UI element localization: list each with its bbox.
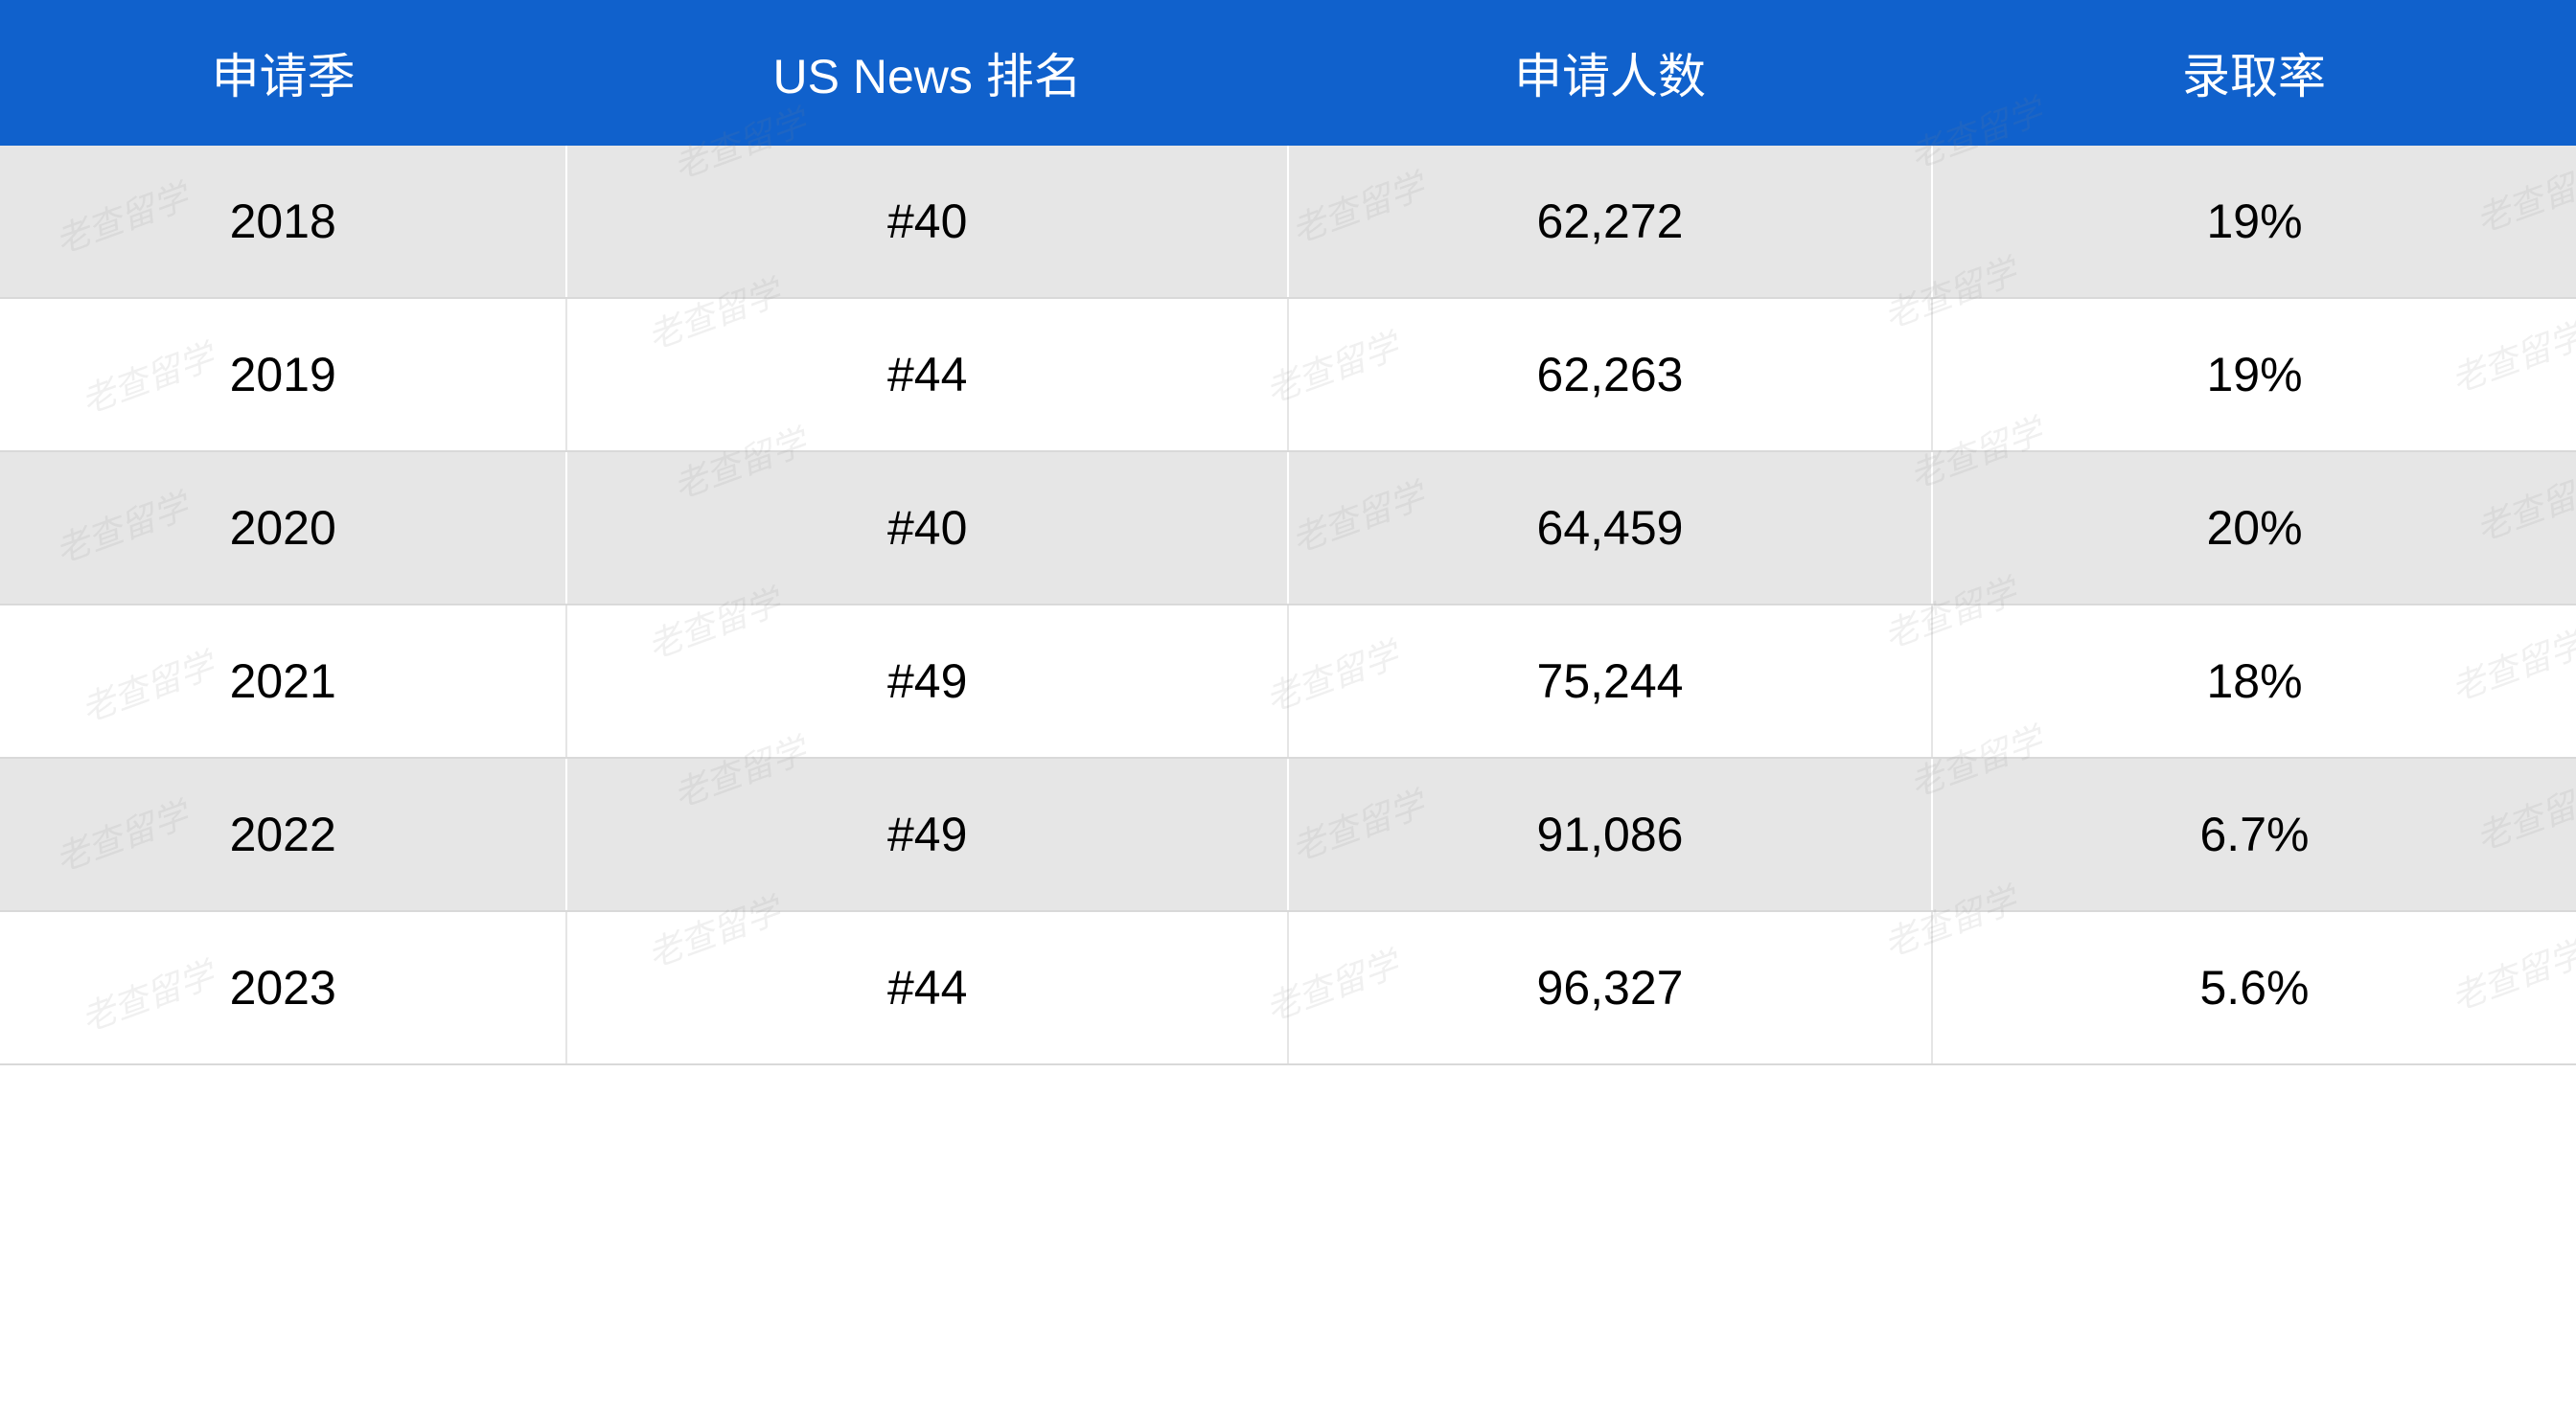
table-cell: 2019 [0,298,566,451]
table-row: 2020#4064,45920% [0,451,2576,605]
table-cell: #49 [566,758,1288,911]
table-header-row: 申请季 US News 排名 申请人数 录取率 [0,0,2576,146]
table-cell: 6.7% [1932,758,2576,911]
table-cell: #44 [566,911,1288,1064]
table-cell: 2022 [0,758,566,911]
table-row: 2023#4496,3275.6% [0,911,2576,1064]
header-acceptance-rate: 录取率 [1932,0,2576,146]
table-cell: 19% [1932,146,2576,298]
admissions-table-container: 申请季 US News 排名 申请人数 录取率 2018#4062,27219%… [0,0,2576,1065]
table-cell: 62,272 [1288,146,1932,298]
header-ranking: US News 排名 [566,0,1288,146]
header-season: 申请季 [0,0,566,146]
table-cell: #40 [566,451,1288,605]
table-row: 2022#4991,0866.7% [0,758,2576,911]
table-cell: 2021 [0,605,566,758]
table-row: 2021#4975,24418% [0,605,2576,758]
table-cell: 20% [1932,451,2576,605]
table-row: 2019#4462,26319% [0,298,2576,451]
table-cell: 64,459 [1288,451,1932,605]
table-cell: 2023 [0,911,566,1064]
table-cell: 18% [1932,605,2576,758]
table-cell: 96,327 [1288,911,1932,1064]
table-row: 2018#4062,27219% [0,146,2576,298]
admissions-table: 申请季 US News 排名 申请人数 录取率 2018#4062,27219%… [0,0,2576,1065]
table-cell: 62,263 [1288,298,1932,451]
table-cell: #44 [566,298,1288,451]
table-cell: 75,244 [1288,605,1932,758]
table-cell: #49 [566,605,1288,758]
table-cell: 2020 [0,451,566,605]
table-cell: #40 [566,146,1288,298]
header-applicants: 申请人数 [1288,0,1932,146]
table-cell: 2018 [0,146,566,298]
table-cell: 91,086 [1288,758,1932,911]
table-cell: 19% [1932,298,2576,451]
table-cell: 5.6% [1932,911,2576,1064]
